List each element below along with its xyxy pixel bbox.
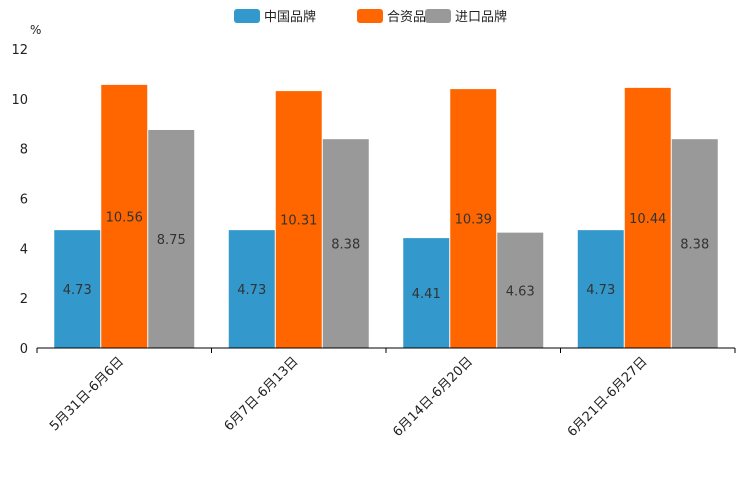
bar-2-2 bbox=[275, 91, 322, 349]
bar-data-label: 4.41 bbox=[412, 287, 441, 302]
bar-3-2 bbox=[322, 139, 369, 348]
bar-data-label: 10.31 bbox=[280, 214, 317, 229]
bar-data-label: 10.56 bbox=[106, 210, 143, 225]
legend-swatch-3 bbox=[425, 9, 451, 23]
y-axis: 0 2 4 6 8 10 12 bbox=[11, 43, 28, 357]
bar-data-label: 10.44 bbox=[629, 212, 666, 227]
bar-data-label: 4.73 bbox=[586, 283, 615, 298]
bars: 4.73 10.56 8.75 4.73 10.31 8.38 4.41 10.39 4.63 4… bbox=[54, 84, 718, 349]
bar-2-4 bbox=[624, 87, 671, 349]
x-tick-label: 6月14日-6月20日 bbox=[390, 354, 476, 440]
bar-data-label: 10.39 bbox=[455, 213, 492, 228]
bar-data-label: 4.73 bbox=[63, 283, 92, 298]
bar-data-label: 4.73 bbox=[237, 283, 266, 298]
bar-3-4 bbox=[671, 139, 718, 348]
bar-data-label: 8.38 bbox=[680, 238, 709, 253]
bar-2-1 bbox=[101, 84, 148, 348]
bar-data-label: 8.38 bbox=[331, 238, 360, 253]
y-tick-label: 4 bbox=[20, 242, 28, 257]
bar-3-3 bbox=[497, 232, 544, 348]
x-axis: 5月31日-6月6日 6月7日-6月13日 6月14日-6月20日 6月21日-6月2… bbox=[36, 347, 736, 440]
bar-1-4 bbox=[577, 230, 624, 348]
x-tick-label: 6月21日-6月27日 bbox=[565, 354, 651, 440]
bar-1-1 bbox=[54, 230, 101, 348]
legend-label-1: 中国品牌 bbox=[264, 9, 316, 25]
bar-data-label: 4.63 bbox=[506, 284, 535, 299]
legend-swatch-2 bbox=[357, 9, 383, 23]
y-tick-label: 6 bbox=[20, 193, 28, 208]
y-tick-label: 2 bbox=[20, 292, 28, 307]
y-tick-label: 0 bbox=[20, 342, 28, 357]
y-tick-label: 8 bbox=[20, 143, 28, 158]
bar-data-label: 8.75 bbox=[157, 233, 186, 248]
bar-1-3 bbox=[403, 238, 450, 348]
x-tick-label: 5月31日-6月6日 bbox=[47, 354, 127, 434]
y-tick-label: 10 bbox=[11, 93, 28, 108]
x-tick-label: 6月7日-6月13日 bbox=[222, 354, 302, 434]
bar-2-3 bbox=[450, 89, 497, 348]
legend-label-3: 进口品牌 bbox=[455, 9, 507, 25]
y-axis-unit: % bbox=[30, 23, 41, 37]
legend: 中国品牌 合资品牌 进口品牌 bbox=[234, 9, 507, 25]
y-tick-label: 12 bbox=[11, 43, 28, 58]
legend-swatch-1 bbox=[234, 9, 260, 23]
bar-1-2 bbox=[228, 230, 275, 348]
bar-3-1 bbox=[148, 129, 195, 348]
